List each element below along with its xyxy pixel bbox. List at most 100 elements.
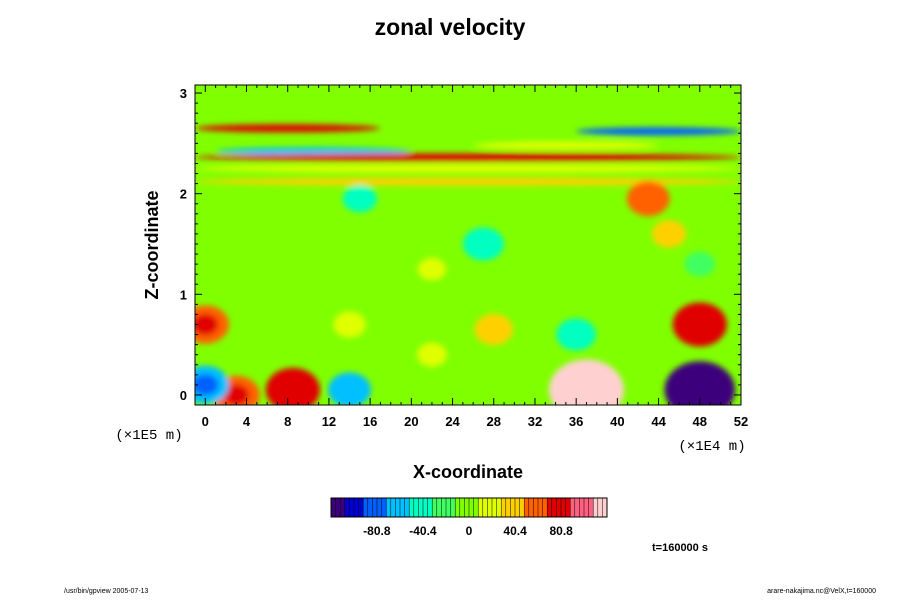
colorbar-segment — [496, 498, 502, 517]
colorbar-segment — [469, 498, 475, 517]
colorbar-segment — [492, 498, 498, 517]
colorbar-segment — [561, 498, 567, 517]
colorbar-segment — [547, 498, 553, 517]
z-tick-label: 3 — [180, 86, 187, 101]
colorbar-segment — [455, 498, 461, 517]
colorbar-segment — [372, 498, 378, 517]
colorbar-segment — [390, 498, 396, 517]
colorbar-segment — [381, 498, 387, 517]
colorbar: -80.8 -40.4 0 40.4 80.8 — [330, 497, 608, 538]
colorbar-frame — [330, 497, 608, 518]
z-tick-label: 2 — [180, 187, 187, 202]
velocity-core-7 — [195, 374, 219, 396]
colorbar-segment — [441, 498, 447, 517]
x-tick-label: 8 — [284, 414, 291, 429]
colorbar-segment — [574, 498, 580, 517]
colorbar-segment — [579, 498, 585, 517]
colorbar-segment — [363, 498, 369, 517]
colorbar-segment — [377, 498, 383, 517]
colorbar-segment — [395, 498, 401, 517]
colorbar-segment — [367, 498, 373, 517]
colorbar-segment — [597, 498, 603, 517]
x-tick-label: 52 — [734, 414, 748, 429]
colorbar-segment — [354, 498, 360, 517]
colorbar-tick-label: 40.4 — [503, 524, 527, 538]
colorbar-segment — [459, 498, 465, 517]
colorbar-segment — [528, 498, 534, 517]
velocity-band-3 — [195, 153, 741, 162]
colorbar-segment — [423, 498, 429, 517]
colorbar-segment — [473, 498, 479, 517]
x-tick-label: 48 — [693, 414, 707, 429]
colorbar-segment — [344, 498, 350, 517]
time-label: t=160000 s — [652, 542, 708, 554]
colorbar-tick-label: -40.4 — [409, 524, 437, 538]
colorbar-segment — [533, 498, 539, 517]
colorbar-segment — [418, 498, 424, 517]
velocity-cell-4 — [556, 318, 597, 351]
colorbar-segment — [565, 498, 571, 517]
x-unit-label: (×1E4 m) — [678, 439, 745, 455]
colorbar-tick-label: 80.8 — [549, 524, 573, 538]
velocity-cell-11 — [417, 342, 447, 367]
x-tick-label: 20 — [404, 414, 418, 429]
x-tick-label: 24 — [445, 414, 460, 429]
colorbar-segment — [358, 498, 364, 517]
colorbar-segment — [340, 498, 346, 517]
velocity-core-5 — [277, 377, 308, 403]
colorbar-segment — [482, 498, 488, 517]
colorbar-segment — [487, 498, 493, 517]
colorbar-segment — [404, 498, 410, 517]
velocity-cell-17 — [684, 251, 716, 277]
velocity-band-4 — [195, 164, 741, 173]
colorbar-segment — [331, 498, 337, 517]
colorbar-segment — [400, 498, 406, 517]
footer-source: arare-nakajima.nc@VelX,t=160000 — [767, 588, 876, 595]
velocity-cell-13 — [462, 227, 505, 261]
colorbar-segment — [335, 498, 341, 517]
z-unit-label: (×1E5 m) — [115, 428, 182, 444]
velocity-cell-10 — [333, 311, 366, 338]
x-tick-label: 0 — [202, 414, 209, 429]
colorbar-segment — [551, 498, 557, 517]
z-tick-label: 1 — [180, 287, 187, 302]
velocity-cell-12 — [651, 220, 686, 248]
x-tick-label: 4 — [243, 414, 251, 429]
velocity-core-0 — [684, 312, 715, 337]
x-tick-label: 28 — [487, 414, 501, 429]
velocity-core-1 — [195, 313, 219, 336]
velocity-cell-8 — [328, 372, 371, 405]
velocity-band-5 — [195, 177, 741, 186]
plot-frame — [194, 84, 742, 406]
colorbar-segment — [570, 498, 576, 517]
colorbar-segment — [542, 498, 548, 517]
colorbar-segment — [519, 498, 525, 517]
colorbar-segment — [450, 498, 456, 517]
x-tick-label: 44 — [651, 414, 666, 429]
colorbar-segment — [386, 498, 392, 517]
x-tick-label: 12 — [322, 414, 336, 429]
colorbar-segment — [602, 498, 608, 517]
velocity-cell-14 — [342, 184, 377, 213]
colorbar-segment — [432, 498, 438, 517]
footer-command: /usr/bin/gpview 2005-07-13 — [64, 588, 149, 595]
colorbar-tick-label: 0 — [466, 524, 473, 538]
colorbar-segment — [427, 498, 433, 517]
velocity-core-2 — [565, 373, 608, 405]
colorbar-segment — [409, 498, 415, 517]
colorbar-segment — [464, 498, 470, 517]
heatmap-field — [195, 85, 741, 405]
colorbar-tick-label: -80.8 — [363, 524, 391, 538]
colorbar-segment — [556, 498, 562, 517]
velocity-band-6 — [473, 141, 659, 150]
chart-title: zonal velocity — [374, 14, 526, 40]
velocity-cell-9 — [474, 313, 513, 346]
x-axis-label: X-coordinate — [413, 462, 523, 482]
z-tick-label: 0 — [180, 388, 187, 403]
colorbar-segment — [510, 498, 516, 517]
colorbar-segment — [436, 498, 442, 517]
colorbar-segment — [538, 498, 544, 517]
x-tick-label: 40 — [610, 414, 624, 429]
colorbar-segment — [446, 498, 452, 517]
